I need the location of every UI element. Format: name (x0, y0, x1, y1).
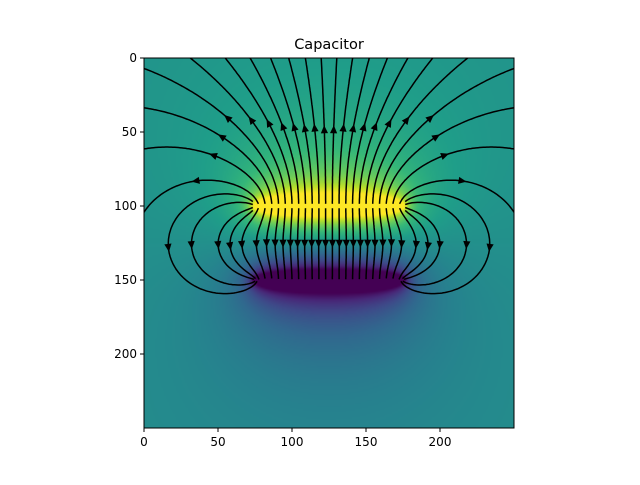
x-tick-label: 0 (140, 435, 148, 449)
y-tick-label: 200 (114, 347, 137, 361)
y-tick-label: 150 (114, 273, 137, 287)
y-tick-label: 50 (122, 125, 137, 139)
x-tick-label: 150 (355, 435, 378, 449)
y-tick-label: 100 (114, 199, 137, 213)
y-axis: 0 50 100 150 200 (114, 51, 144, 361)
x-tick-label: 50 (210, 435, 225, 449)
y-tick-label: 0 (129, 51, 137, 65)
potential-heatmap (144, 58, 514, 428)
x-axis: 0 50 100 150 200 (140, 428, 451, 449)
x-tick-label: 100 (281, 435, 304, 449)
x-tick-label: 200 (429, 435, 452, 449)
chart-title: Capacitor (294, 37, 364, 53)
